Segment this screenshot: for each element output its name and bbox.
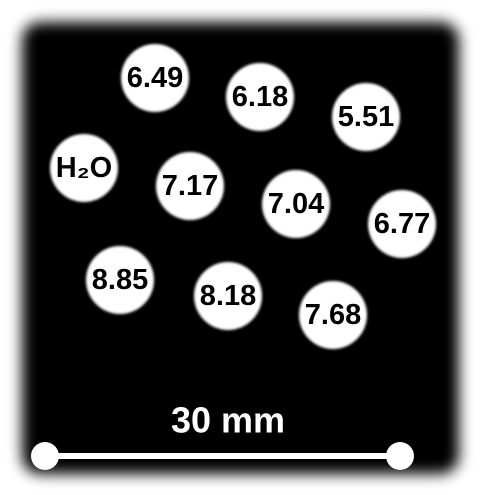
sample-label: 8.85: [92, 264, 148, 296]
sample-label: 6.18: [232, 81, 288, 113]
sample-label: 7.17: [162, 170, 218, 202]
sample-label: 6.49: [127, 62, 183, 94]
scale-end: [386, 442, 414, 470]
sample-label: 5.51: [338, 101, 394, 133]
phantom-image: 6.496.185.51H₂O7.177.046.778.858.187.68 …: [0, 0, 481, 495]
sample-label: H₂O: [56, 152, 112, 184]
sample-label: 7.68: [305, 299, 361, 331]
sample-label: 8.18: [200, 280, 256, 312]
sample-label: 6.77: [374, 208, 430, 240]
scale-end: [31, 442, 59, 470]
sample-label: 7.04: [268, 188, 324, 220]
page: {"samples": [ {"label": "6.49"}, {"label…: [0, 0, 481, 495]
scale-label: 30 mm: [171, 400, 285, 441]
